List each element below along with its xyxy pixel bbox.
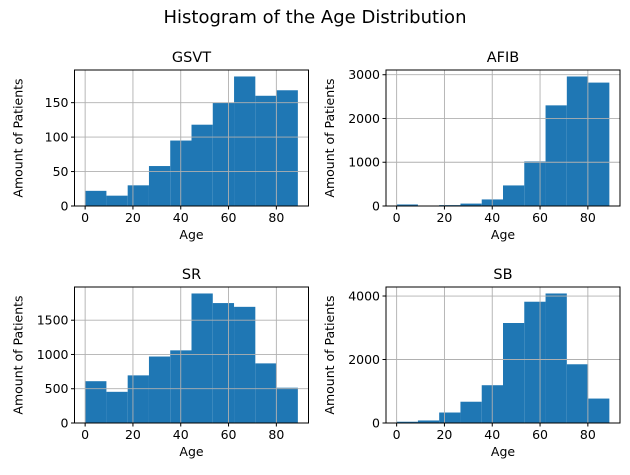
y-tick-label: 3000 <box>348 67 380 82</box>
subplot-svg: 0 20 40 60 80 0 1000 2000 3000 AFIB Age Amount of P… <box>322 50 621 242</box>
histogram-bar <box>212 303 235 423</box>
histogram-bar <box>545 105 567 206</box>
histogram-bar <box>439 412 461 423</box>
y-axis-label: Amount of Patients <box>11 78 26 197</box>
subplot-gsvt: 0 20 40 60 80 0 50 100 150 GSVT Age Amount of Patie… <box>0 40 315 255</box>
x-tick-label: 60 <box>532 427 548 442</box>
x-axis-label: Age <box>491 444 515 459</box>
histogram-bar <box>396 204 418 206</box>
subplot-title: AFIB <box>487 50 519 66</box>
histogram-bar <box>503 185 525 206</box>
axes-spines <box>74 286 309 424</box>
x-tick-label: 60 <box>221 210 237 225</box>
histogram-bar <box>276 387 298 423</box>
y-axis-label: Amount of Patients <box>322 295 337 414</box>
histogram-bar <box>460 203 482 206</box>
histogram-bar <box>234 306 256 423</box>
y-tick-label: 2000 <box>348 111 380 126</box>
y-axis-label: Amount of Patients <box>322 78 337 197</box>
axes-spines <box>385 69 621 207</box>
x-tick-label: 80 <box>268 427 284 442</box>
histogram-bar <box>396 421 418 423</box>
histogram-bar <box>524 301 546 423</box>
axes-spines <box>385 286 621 424</box>
histogram-bar <box>460 401 482 423</box>
histogram-bar <box>255 363 277 423</box>
histogram-bar <box>191 124 213 206</box>
histogram-bar <box>191 293 213 423</box>
x-axis-label: Age <box>491 227 515 242</box>
histogram-bar <box>566 364 589 423</box>
y-tick-label: 150 <box>45 95 69 110</box>
x-tick-label: 0 <box>81 427 89 442</box>
x-tick-label: 60 <box>221 427 237 442</box>
y-tick-label: 4000 <box>348 289 380 304</box>
y-tick-label: 1500 <box>37 313 69 328</box>
histogram-bar <box>127 375 149 423</box>
x-tick-label: 40 <box>173 210 189 225</box>
x-tick-label: 20 <box>436 210 452 225</box>
histogram-bar <box>255 95 277 206</box>
histogram-bar <box>417 420 440 423</box>
x-axis-label: Age <box>179 444 203 459</box>
x-tick-label: 60 <box>532 210 548 225</box>
subplot-svg: 0 20 40 60 80 0 500 1000 1500 SR Age Amount of Pati… <box>11 267 309 459</box>
histogram-bar <box>106 391 128 423</box>
subplot-title: GSVT <box>172 50 211 66</box>
y-tick-label: 1000 <box>348 155 380 170</box>
x-tick-label: 0 <box>81 210 89 225</box>
histogram-bar <box>148 356 171 423</box>
y-tick-label: 500 <box>45 381 69 396</box>
x-tick-label: 20 <box>125 427 141 442</box>
x-tick-label: 40 <box>484 427 500 442</box>
histogram-bar <box>85 381 107 423</box>
histogram-bar <box>524 161 546 206</box>
histogram-bar <box>503 323 525 423</box>
y-tick-label: 0 <box>61 416 69 431</box>
subplot-sb: 0 20 40 60 80 0 2000 4000 SB Age Amount of Patient… <box>315 257 630 472</box>
x-tick-label: 0 <box>393 210 401 225</box>
subplot-svg: 0 20 40 60 80 0 50 100 150 GSVT Age Amount of Patie… <box>11 50 309 242</box>
x-tick-label: 20 <box>436 427 452 442</box>
histogram-bar <box>127 185 149 206</box>
figure-suptitle: Histogram of the Age Distribution <box>163 7 467 28</box>
y-tick-label: 0 <box>372 199 380 214</box>
subplot-sr: 0 20 40 60 80 0 500 1000 1500 SR Age Amount of Pati… <box>0 257 315 472</box>
histogram-bar <box>234 76 256 206</box>
histogram-bar <box>212 102 235 206</box>
histogram-bar <box>276 90 298 206</box>
histogram-bar <box>588 398 610 423</box>
histogram-bar <box>148 166 171 206</box>
x-tick-label: 0 <box>393 427 401 442</box>
histogram-bar <box>566 76 589 206</box>
histogram-bar <box>85 190 107 206</box>
histogram-bar <box>106 195 128 206</box>
subplot-title: SB <box>493 267 512 283</box>
subplot-svg: 0 20 40 60 80 0 2000 4000 SB Age Amount of Patient… <box>322 267 621 459</box>
y-tick-label: 0 <box>61 199 69 214</box>
x-tick-label: 80 <box>580 427 596 442</box>
histogram-bar <box>545 293 567 423</box>
x-tick-label: 40 <box>173 427 189 442</box>
y-tick-label: 1000 <box>37 347 69 362</box>
x-axis-label: Age <box>179 227 203 242</box>
y-tick-label: 100 <box>45 130 69 145</box>
x-tick-label: 40 <box>484 210 500 225</box>
x-tick-label: 20 <box>125 210 141 225</box>
y-tick-label: 0 <box>372 416 380 431</box>
histogram-bar <box>588 82 610 206</box>
subplot-title: SR <box>182 267 201 283</box>
subplot-afib: 0 20 40 60 80 0 1000 2000 3000 AFIB Age Amount of P… <box>315 40 630 255</box>
x-tick-label: 80 <box>580 210 596 225</box>
y-tick-label: 2000 <box>348 352 380 367</box>
y-axis-label: Amount of Patients <box>11 295 26 414</box>
y-tick-label: 50 <box>53 164 69 179</box>
x-tick-label: 80 <box>268 210 284 225</box>
axes-spines <box>74 69 309 207</box>
